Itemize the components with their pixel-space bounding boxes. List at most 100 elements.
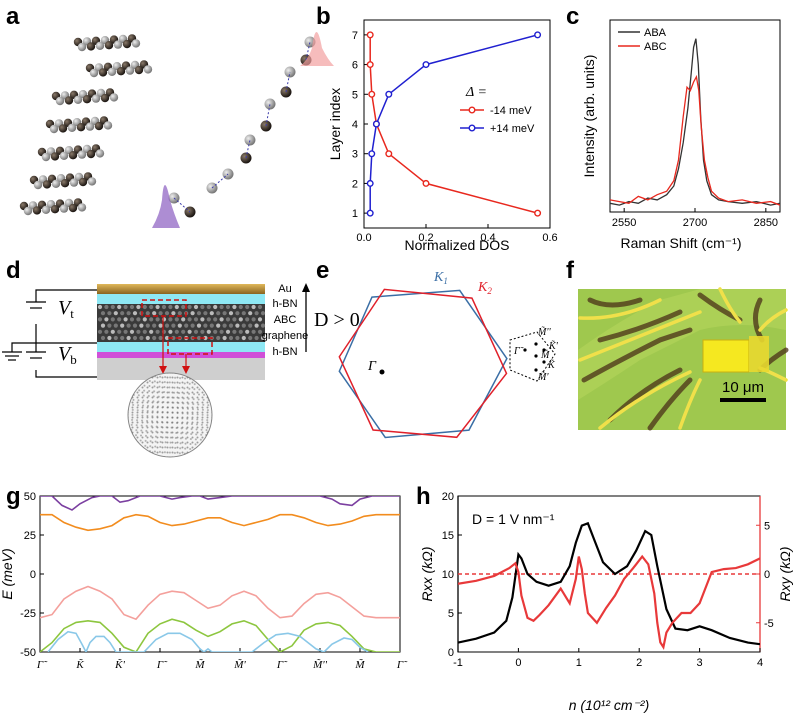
- graphene-atoms: [97, 304, 266, 341]
- carbon-atom-dark: [50, 205, 60, 214]
- legend-title: Δ =: [465, 85, 487, 100]
- graphene-atom: [110, 317, 115, 322]
- carbon-atom-dark: [68, 151, 78, 160]
- graphene-atom: [260, 323, 266, 328]
- legend-label: -14 meV: [490, 105, 532, 117]
- x-tick-label: 2700: [683, 217, 707, 229]
- graphene-atom: [132, 311, 138, 316]
- graphene-atom: [177, 311, 182, 316]
- graphene-atom: [219, 329, 224, 334]
- x-tick-label: 1: [576, 657, 582, 669]
- y-tick-label: 2: [352, 178, 358, 190]
- y-left-tick-label: 20: [442, 491, 454, 503]
- graphene-atom: [193, 329, 199, 334]
- y-tick-label: 1: [352, 208, 358, 220]
- carbon-atom-light: [51, 179, 61, 188]
- scale-bar: [720, 398, 766, 402]
- graphene-atom: [181, 304, 186, 310]
- carbon-atom-light: [87, 177, 97, 186]
- hbn-bottom-layer: [97, 342, 265, 352]
- hall-bar-gold: [702, 339, 750, 373]
- y-axis-label: Intensity (arb. units): [581, 55, 597, 178]
- carbon-atom-dark: [134, 65, 144, 75]
- transport-chart: D = 1 V nm⁻¹ Rxx (kΩ) Rxy (kΩ) n (10¹² c…: [419, 491, 793, 713]
- carbon-atom-light: [77, 150, 87, 159]
- graphene-atom: [245, 304, 250, 310]
- graphene-atom: [113, 335, 118, 341]
- chart-title: D = 1 V nm⁻¹: [472, 511, 555, 527]
- bz-k2: [338, 288, 508, 439]
- graphene-atom: [142, 304, 147, 310]
- y-axis-label: Layer index: [327, 88, 343, 160]
- plot-frame: [609, 19, 781, 213]
- carbon-atom-light: [67, 123, 77, 132]
- graphene-atom: [241, 311, 246, 316]
- graphene-atom: [145, 335, 150, 341]
- bottom-gate-layer: [97, 352, 265, 358]
- band-line-2: [40, 585, 400, 621]
- y-left-tick-label: 5: [448, 608, 454, 620]
- graphene-atom: [177, 323, 182, 328]
- carbon-atom-light: [131, 39, 141, 48]
- y-tick-label: 7: [352, 30, 358, 42]
- graphene-atom: [168, 304, 173, 310]
- carbon-atom-dark: [60, 179, 70, 188]
- x-tick-label: 2850: [754, 217, 778, 229]
- graphene-atom: [100, 335, 106, 341]
- graphene-atom: [232, 317, 237, 322]
- data-point: [366, 31, 374, 39]
- y-axis-label: E (meV): [0, 548, 15, 599]
- graphene-atom: [113, 311, 118, 316]
- graphene-atom: [171, 323, 176, 328]
- carbon-atom-light: [95, 149, 105, 158]
- graphene-atom: [196, 311, 202, 316]
- data-point: [422, 61, 430, 69]
- graphene-atom: [232, 304, 237, 310]
- moire-region-top: [141, 299, 187, 317]
- graphene-atom: [164, 335, 170, 341]
- graphene-atom: [117, 304, 122, 310]
- graphene-atom: [120, 323, 125, 328]
- graphene-atom: [145, 323, 150, 328]
- graphene-atom: [222, 323, 227, 328]
- graphene-atom: [196, 335, 202, 341]
- graphene-atom: [149, 329, 154, 334]
- x-tick-label: 2: [636, 657, 642, 669]
- graphene-atom: [132, 323, 138, 328]
- graphene-atom: [193, 317, 199, 322]
- graphene-atom: [123, 329, 128, 334]
- x-tick-label: M̃: [194, 658, 205, 671]
- series-line-0: [610, 38, 780, 206]
- band-line-0: [40, 496, 400, 511]
- graphene-atom: [209, 323, 214, 328]
- x-tick-label: M̃'': [312, 658, 328, 671]
- graphene-atom: [248, 335, 253, 341]
- carbon-atom-dark: [32, 206, 42, 215]
- scale-bar-label: 10 μm: [722, 379, 764, 396]
- data-point: [534, 209, 542, 217]
- legend: ABA ABC: [618, 27, 667, 53]
- graphene-atom: [190, 323, 195, 328]
- x-axis-label: Normalized DOS: [404, 237, 509, 253]
- graphene-atom: [132, 335, 138, 341]
- legend-label: +14 meV: [490, 123, 535, 135]
- graphene-atom: [254, 311, 259, 316]
- carbon-atom-light: [95, 41, 105, 50]
- graphene-atom: [251, 304, 256, 310]
- hall-bar-contact: [749, 336, 769, 372]
- gold-top-layer: [97, 284, 265, 294]
- data-point: [366, 179, 374, 187]
- graphene-atom: [206, 304, 211, 310]
- graphene-atom: [139, 335, 144, 341]
- legend-marker: [468, 124, 476, 132]
- graphene-atom: [254, 335, 259, 341]
- vb-label: Vb: [58, 343, 77, 367]
- band-line-4: [47, 630, 369, 652]
- graphene-atom: [155, 329, 160, 334]
- graphene-atom: [209, 311, 214, 316]
- band-line-3: [40, 618, 400, 652]
- carbon-atom-light: [41, 152, 51, 162]
- graphene-atom: [168, 329, 173, 334]
- legend-abc: ABC: [644, 41, 667, 53]
